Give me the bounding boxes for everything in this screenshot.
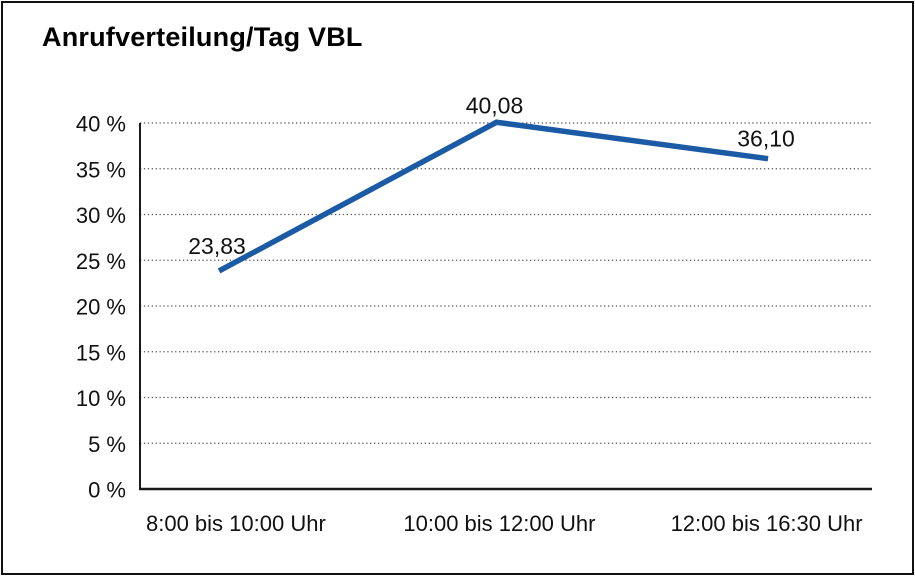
point-label: 40,08 bbox=[466, 92, 524, 118]
xtick-label: 10:00 bis 12:00 Uhr bbox=[403, 511, 595, 536]
xtick-label: 8:00 bis 10:00 Uhr bbox=[146, 511, 326, 536]
ytick-label: 5 % bbox=[88, 432, 126, 457]
point-label: 23,83 bbox=[188, 233, 246, 259]
ytick-label: 35 % bbox=[76, 157, 126, 182]
ytick-label: 0 % bbox=[88, 478, 126, 503]
ytick-label: 40 % bbox=[76, 112, 126, 137]
line-chart: 0 % 5 % 10 % 15 % 20 % 25 % 30 % 35 % 40 % 8:00 b… bbox=[76, 92, 872, 536]
series-line bbox=[217, 119, 769, 274]
ytick-label: 20 % bbox=[76, 295, 126, 320]
ytick-label: 10 % bbox=[76, 386, 126, 411]
point-label: 36,10 bbox=[737, 126, 795, 152]
ytick-label: 15 % bbox=[76, 340, 126, 365]
ytick-label: 30 % bbox=[76, 203, 126, 228]
chart-title: Anrufverteilung/Tag VBL bbox=[42, 22, 363, 52]
ytick-label: 25 % bbox=[76, 249, 126, 274]
xtick-label: 12:00 bis 16:30 Uhr bbox=[671, 511, 863, 536]
